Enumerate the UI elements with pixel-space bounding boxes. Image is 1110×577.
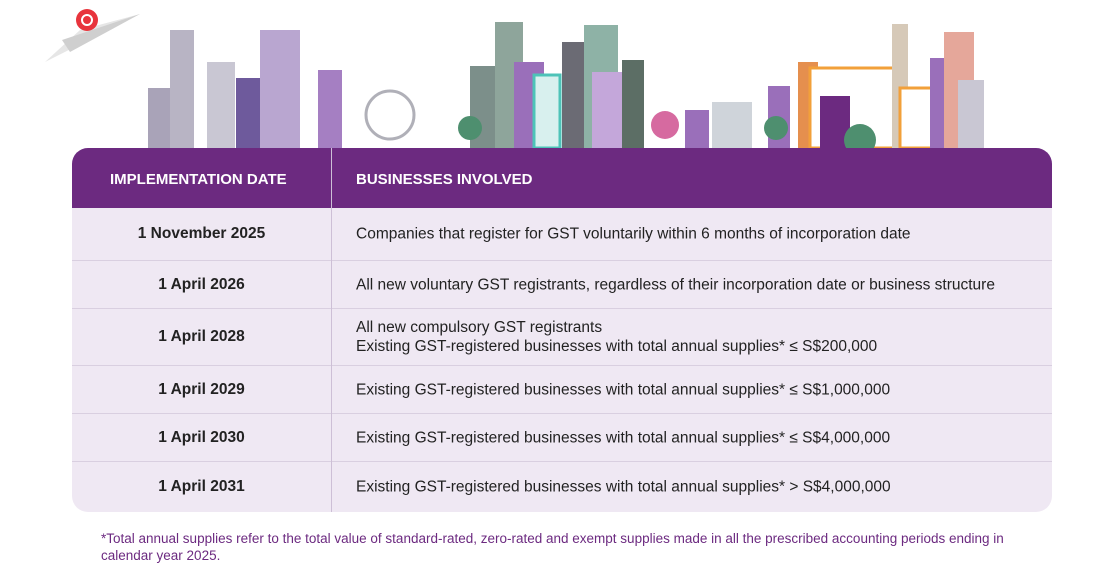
business-line: Existing GST-registered businesses with … <box>356 338 878 355</box>
date-cell: 1 April 2031 <box>158 478 245 495</box>
business-line: All new voluntary GST registrants, regar… <box>356 276 995 293</box>
table-header: IMPLEMENTATION DATE BUSINESSES INVOLVED <box>72 148 1052 208</box>
business-cell: All new compulsory GST registrants Existi… <box>356 318 877 356</box>
table: IMPLEMENTATION DATE BUSINESSES INVOLVED … <box>72 148 1052 512</box>
business-cell: All new voluntary GST registrants, regar… <box>356 275 995 294</box>
table-row: 1 April 2026 All new voluntary GST regist… <box>72 260 1052 308</box>
business-cell: Existing GST-registered businesses with … <box>356 428 890 447</box>
date-cell: 1 April 2028 <box>158 328 245 345</box>
business-line: All new compulsory GST registrants <box>356 319 603 336</box>
business-line: Existing GST-registered businesses with … <box>356 381 891 398</box>
header-cell: IMPLEMENTATION DATE <box>110 171 287 188</box>
paper-plane <box>45 9 140 62</box>
date-cell: 1 November 2025 <box>137 225 266 242</box>
business-cell: Existing GST-registered businesses with … <box>356 478 891 497</box>
table-row: 1 November 2025 Companies that register f… <box>72 208 1052 260</box>
table-row: 1 April 2030 Existing GST-registered busi… <box>72 413 1052 461</box>
business-line: Companies that register for GST voluntar… <box>356 225 911 243</box>
date-cell: 1 April 2030 <box>158 428 245 446</box>
table-row: 1 April 2029 Existing GST-registered busi… <box>72 365 1052 413</box>
date-cell: 1 April 2029 <box>158 380 245 398</box>
table-row: 1 April 2031 Existing GST-registered busi… <box>72 461 1052 512</box>
business-cell: Companies that register for GST voluntar… <box>356 225 911 244</box>
skyline-illustration <box>45 9 984 150</box>
footnote: *Total annual supplies refer to the tota… <box>101 531 1004 563</box>
business-line: Existing GST-registered businesses with … <box>356 478 891 496</box>
date-cell: 1 April 2026 <box>158 275 245 293</box>
column-divider <box>331 148 332 512</box>
business-cell: Existing GST-registered businesses with … <box>356 380 890 399</box>
header-cell: BUSINESSES INVOLVED <box>356 171 533 188</box>
table-row: 1 April 2028 All new compulsory GST regis… <box>72 308 1052 365</box>
business-line: Existing GST-registered businesses with … <box>356 429 891 446</box>
